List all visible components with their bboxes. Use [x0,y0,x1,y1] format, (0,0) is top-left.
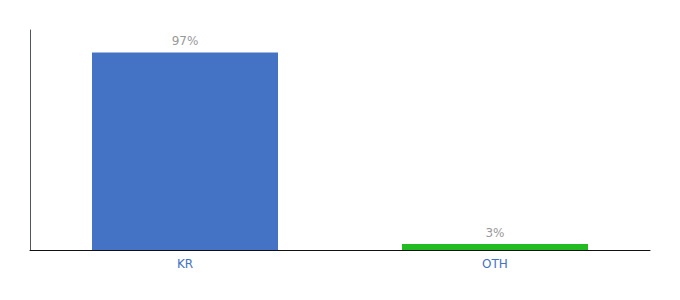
svg-text:97%: 97% [172,34,199,48]
svg-text:KR: KR [177,257,193,271]
svg-text:3%: 3% [485,226,504,240]
svg-text:OTH: OTH [482,257,508,271]
